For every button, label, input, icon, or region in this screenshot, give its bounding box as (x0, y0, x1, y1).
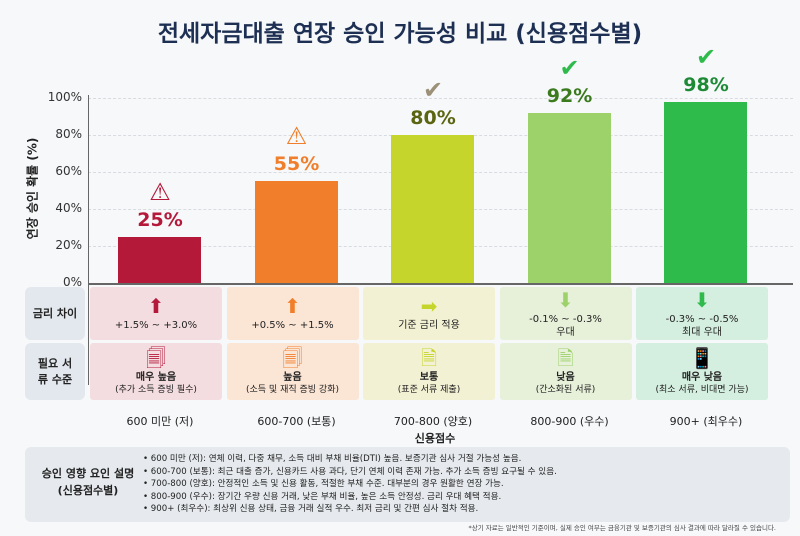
rate-text: +0.5% ~ +1.5% (251, 320, 334, 331)
explanation-list: • 600 미만 (저): 연체 이력, 다중 채무, 소득 대비 부채 비율(… (143, 453, 557, 516)
x-axis-title: 신용점수 (414, 432, 456, 445)
y-tick-label: 20% (55, 238, 82, 252)
warning-icon: ⚠ (285, 122, 308, 151)
explanation-item: • 900+ (최우수): 최상위 신용 상태, 금융 거래 실적 우수. 최저… (143, 504, 479, 515)
docs-level: 매우 낮음 (681, 371, 723, 383)
bar (118, 236, 201, 283)
y-tick-label: 60% (55, 164, 82, 178)
x-tick-label: 600 미만 (저) (126, 415, 194, 428)
docs-level: 낮음 (556, 371, 575, 383)
bar (391, 135, 474, 283)
rate-text: -0.3% ~ -0.5% (665, 313, 739, 325)
docs-detail: (표준 서류 제출) (397, 384, 461, 395)
explanation-heading-line: 승인 영향 요인 설명 (41, 467, 135, 480)
bar-value-label: 55% (273, 153, 320, 176)
docs-cell: 🗐 높음 (소득 및 재직 증빙 강화) (226, 343, 359, 400)
explanation-item: • 600-700 (보통): 최근 대출 증가, 신용카드 사용 과다, 단기… (143, 466, 557, 477)
explanation-item: • 700-800 (양호): 안정적인 소득 및 신용 활동, 적절한 부채 … (143, 479, 504, 490)
mobile-document-icon: 📱 (689, 345, 715, 370)
bar-value-label: 25% (137, 208, 183, 231)
docs-level: 매우 높음 (135, 371, 177, 383)
docs-cell: 📱 매우 낮음 (최소 서류, 비대면 가능) (636, 343, 768, 400)
arrow-up-icon: ⬆ (284, 294, 301, 318)
y-axis (88, 95, 89, 385)
rate-text: 기준 금리 적용 (398, 320, 460, 331)
rate-text: +1.5% ~ +3.0% (114, 320, 198, 331)
y-axis-label: 연장 승인 확률 (%) (25, 137, 40, 240)
documents-stack-icon: 🗐 (146, 345, 166, 370)
bar (527, 112, 611, 283)
explanation-heading-line: (신용점수별) (57, 484, 119, 497)
y-tick-label: 80% (55, 127, 82, 141)
arrow-down-icon: ⬇ (557, 287, 574, 312)
warning-icon: ⚠ (149, 177, 171, 206)
y-tick-label: 40% (55, 201, 82, 215)
rate-subtext: 우대 (556, 326, 575, 338)
rate-text: -0.1% ~ -0.3% (529, 313, 602, 325)
rate-cell: ⬆ +0.5% ~ +1.5% (226, 287, 359, 340)
row-header-docs: 필요 서류 수준 (25, 343, 85, 400)
x-tick-label: 800-900 (우수) (530, 415, 609, 428)
rate-cell: ⬇ -0.1% ~ -0.3% 우대 (499, 287, 632, 340)
docs-level: 높음 (283, 371, 302, 383)
arrow-up-icon: ⬆ (147, 294, 165, 318)
docs-cell: 🗐 매우 높음 (추가 소득 증빙 필수) (90, 343, 222, 400)
document-icon: 🗎 (557, 345, 574, 370)
rate-subtext: 최대 우대 (682, 326, 722, 338)
document-icon: 🗎 (420, 345, 438, 370)
page-title: 전세자금대출 연장 승인 가능성 비교 (신용점수별) (157, 21, 643, 47)
y-tick-label: 100% (47, 90, 82, 104)
docs-level: 보통 (419, 371, 439, 383)
x-tick-label: 900+ (최우수) (669, 415, 743, 428)
footnote: *상기 자료는 일반적인 기준이며, 실제 승인 여부는 금융기관 및 보증기관… (468, 524, 776, 532)
bar (254, 181, 338, 283)
docs-detail: (소득 및 재직 증빙 강화) (246, 384, 339, 395)
docs-cell: 🗎 낮음 (간소화된 서류) (499, 343, 632, 400)
rate-cell: ➡ 기준 금리 적용 (363, 287, 495, 340)
check-circle-icon: ✔ (559, 53, 580, 82)
docs-cell: 🗎 보통 (표준 서류 제출) (363, 343, 495, 400)
bar-value-label: 80% (410, 107, 456, 129)
explanation-box: 승인 영향 요인 설명 (신용점수별) • 600 미만 (저): 연체 이력,… (25, 447, 790, 522)
docs-detail: (간소화된 서류) (535, 384, 596, 395)
row-header-rate: 금리 차이 (25, 287, 85, 340)
check-icon: ✔ (422, 76, 444, 104)
rate-cell: ⬆ +1.5% ~ +3.0% (90, 287, 222, 340)
rate-cell: ⬇ -0.3% ~ -0.5% 최대 우대 (636, 287, 768, 340)
docs-detail: (추가 소득 증빙 필수) (115, 384, 197, 395)
explanation-item: • 800-900 (우수): 장기간 우량 신용 거래, 낮은 부채 비율, … (143, 491, 502, 502)
arrow-right-icon: ➡ (420, 294, 438, 318)
documents-stack-icon: 🗐 (282, 345, 303, 370)
explanation-heading: 승인 영향 요인 설명 (신용점수별) (33, 465, 143, 499)
bar-value-label: 98% (683, 73, 729, 96)
verified-badge-icon: ✔ (695, 42, 717, 71)
explanation-item: • 600 미만 (저): 연체 이력, 다중 채무, 소득 대비 부채 비율(… (143, 454, 522, 464)
gridline (88, 98, 793, 99)
x-tick-label: 700-800 (양호) (393, 415, 473, 428)
x-tick-label: 600-700 (보통) (257, 415, 336, 428)
y-tick-label: 0% (62, 275, 82, 289)
bar-value-label: 92% (546, 84, 593, 107)
docs-detail: (최소 서류, 비대면 가능) (655, 384, 749, 395)
bar (664, 101, 747, 283)
x-axis (88, 283, 793, 285)
arrow-down-icon: ⬇ (693, 287, 711, 312)
